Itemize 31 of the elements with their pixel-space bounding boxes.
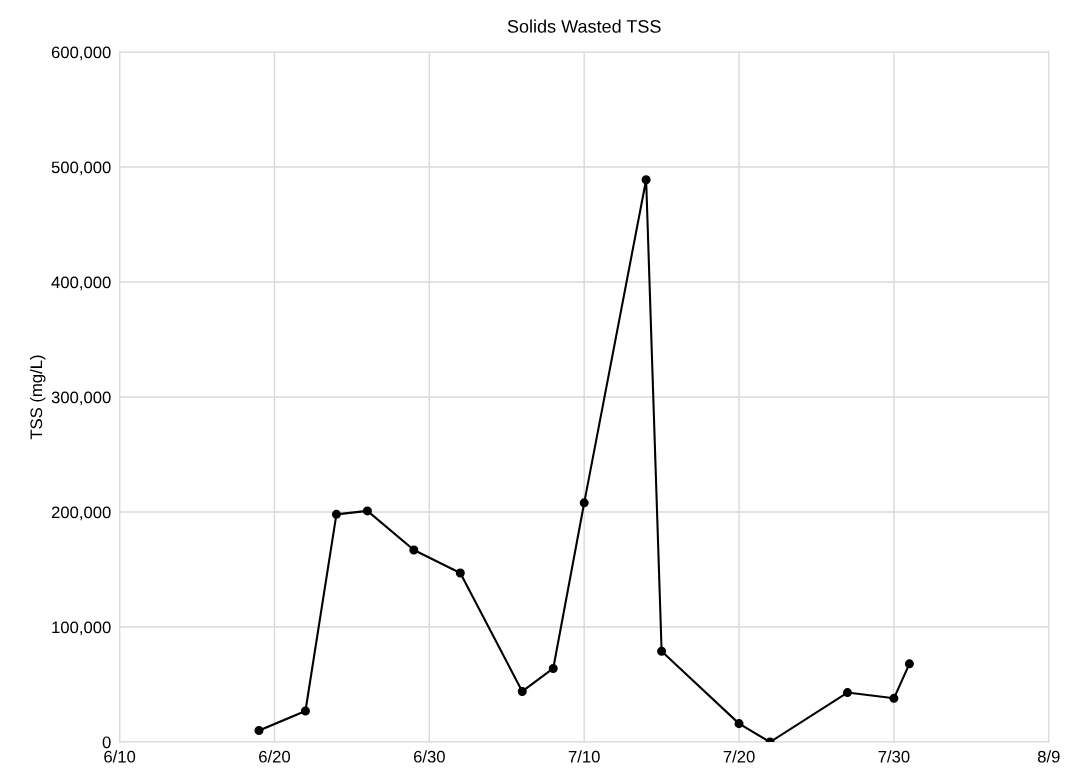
point <box>657 646 667 656</box>
y-tick-label: 500,000 <box>51 161 111 176</box>
point <box>734 719 744 729</box>
point <box>641 175 651 185</box>
point <box>904 659 914 669</box>
point <box>579 498 589 508</box>
point <box>842 688 852 698</box>
point <box>517 686 527 696</box>
point <box>889 693 899 703</box>
x-tick-label: 6/10 <box>104 750 136 763</box>
point <box>331 509 341 519</box>
y-tick-label: 600,000 <box>51 46 111 61</box>
y-tick-label: 100,000 <box>52 621 111 636</box>
x-tick-label: 7/20 <box>723 750 755 763</box>
point <box>362 506 372 516</box>
y-tick-label: 200,000 <box>51 506 111 521</box>
chart-title: Solids Wasted TSS <box>507 19 661 33</box>
y-tick-label: 300,000 <box>51 391 111 406</box>
x-tick-label: 6/20 <box>259 750 291 763</box>
point <box>254 726 264 736</box>
x-tick-label: 8/9 <box>1037 750 1060 763</box>
x-tick-label: 7/30 <box>878 750 910 763</box>
y-axis-title: TSS (mg/L) <box>29 355 46 440</box>
y-tick-label: 400,000 <box>51 276 111 291</box>
point <box>548 663 558 673</box>
x-tick-label: 7/10 <box>568 750 600 763</box>
point <box>409 545 419 555</box>
y-tick-label: 0 <box>102 736 111 749</box>
point <box>455 568 465 578</box>
x-tick-label: 6/30 <box>413 750 445 763</box>
point <box>300 706 310 716</box>
